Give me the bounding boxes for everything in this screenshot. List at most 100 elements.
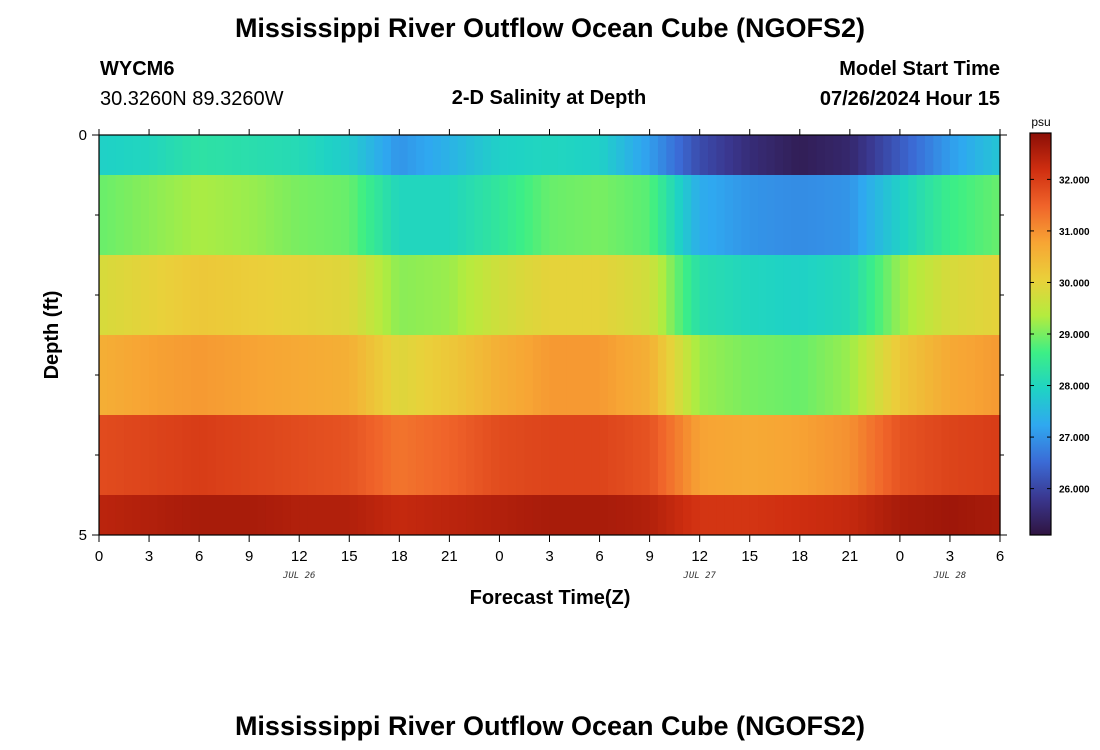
heatmap-cell (140, 335, 150, 415)
heatmap-cell (499, 175, 509, 255)
heatmap-cell (682, 415, 692, 495)
heatmap-cell (315, 415, 325, 495)
heatmap-cell (674, 335, 684, 415)
heatmap-cell (365, 335, 375, 415)
heatmap-cell (240, 335, 250, 415)
heatmap-cell (532, 175, 542, 255)
heatmap-cell (799, 135, 809, 175)
heatmap-cell (532, 495, 542, 535)
heatmap-cell (215, 175, 225, 255)
heatmap-cell (883, 255, 893, 335)
heatmap-cell (265, 495, 275, 535)
heatmap-cell (174, 335, 184, 415)
heatmap-cell (941, 335, 951, 415)
heatmap-cell (866, 135, 876, 175)
heatmap-cell (908, 255, 918, 335)
heatmap-cell (566, 135, 576, 175)
heatmap-cell (99, 255, 108, 335)
heatmap-cell (390, 175, 400, 255)
heatmap-cell (799, 415, 809, 495)
heatmap-cell (833, 135, 843, 175)
heatmap-cell (524, 135, 534, 175)
heatmap-cell (574, 135, 584, 175)
heatmap-cell (983, 135, 993, 175)
heatmap-cell (282, 175, 292, 255)
heatmap-cell (441, 175, 450, 255)
heatmap-cell (649, 495, 659, 535)
heatmap-cell (115, 255, 125, 335)
heatmap-cell (641, 335, 651, 415)
heatmap-cell (874, 255, 884, 335)
heatmap-cell (816, 255, 826, 335)
heatmap-cell (257, 135, 267, 175)
heatmap-cell (799, 175, 809, 255)
heatmap-cell (132, 135, 142, 175)
heatmap-cell (407, 255, 417, 335)
heatmap-cell (991, 135, 1001, 175)
heatmap-cell (474, 135, 484, 175)
heatmap-cell (549, 135, 559, 175)
heatmap-cell (374, 135, 384, 175)
heatmap-cell (390, 495, 400, 535)
x-axis: 0 3 6 9 12 15 18 21 0 3 6 9 12 15 18 21 0 3 6 (95, 129, 1004, 565)
heatmap-cell (357, 175, 367, 255)
heatmap-cell (207, 415, 217, 495)
heatmap-cell (883, 335, 893, 415)
date-label: JUL 27 (682, 571, 716, 581)
heatmap-cell (674, 135, 684, 175)
heatmap-cell (107, 255, 117, 335)
heatmap-cell (282, 255, 292, 335)
heatmap-cell (516, 495, 526, 535)
heatmap-cell (357, 495, 367, 535)
heatmap-cell (983, 415, 993, 495)
heatmap-cell (224, 335, 234, 415)
heatmap-cell (791, 175, 801, 255)
heatmap-cell (240, 175, 250, 255)
heatmap-cell (399, 415, 409, 495)
heatmap-cell (107, 335, 117, 415)
heatmap-cell (941, 135, 951, 175)
heatmap-cell (466, 415, 476, 495)
heatmap-cell (682, 255, 692, 335)
heatmap-cell (457, 335, 467, 415)
heatmap-cell (182, 135, 192, 175)
heatmap-cell (557, 415, 567, 495)
heatmap-cell (591, 255, 601, 335)
heatmap-cell (416, 255, 425, 335)
heatmap-cell (949, 135, 959, 175)
heatmap-cell (716, 175, 726, 255)
heatmap-cell (866, 255, 876, 335)
heatmap-cell (424, 255, 434, 335)
heatmap-cell (265, 135, 275, 175)
heatmap-cell (399, 495, 409, 535)
heatmap-cell (891, 135, 901, 175)
heatmap-cells (99, 135, 1001, 535)
heatmap-cell (616, 255, 626, 335)
heatmap-cell (457, 135, 467, 175)
heatmap-cell (691, 255, 701, 335)
date-label: JUL 28 (933, 571, 967, 581)
heatmap-cell (566, 175, 576, 255)
heatmap-cell (499, 135, 509, 175)
heatmap-cell (524, 335, 534, 415)
heatmap-cell (124, 335, 133, 415)
heatmap-cell (249, 135, 259, 175)
heatmap-cell (257, 175, 267, 255)
heatmap-cell (432, 335, 442, 415)
heatmap-cell (716, 415, 726, 495)
heatmap-cell (874, 415, 884, 495)
heatmap-cell (466, 175, 476, 255)
heatmap-cell (290, 135, 300, 175)
heatmap-cell (574, 175, 584, 255)
heatmap-cell (357, 415, 367, 495)
x-tick-label: 0 (896, 548, 904, 565)
heatmap-cell (457, 415, 467, 495)
heatmap-cell (474, 255, 484, 335)
heatmap-cell (207, 495, 217, 535)
heatmap-cell (441, 415, 450, 495)
heatmap-cell (849, 175, 859, 255)
heatmap-cell (607, 415, 617, 495)
heatmap-cell (991, 495, 1001, 535)
heatmap-cell (866, 335, 876, 415)
heatmap-cell (733, 255, 742, 335)
